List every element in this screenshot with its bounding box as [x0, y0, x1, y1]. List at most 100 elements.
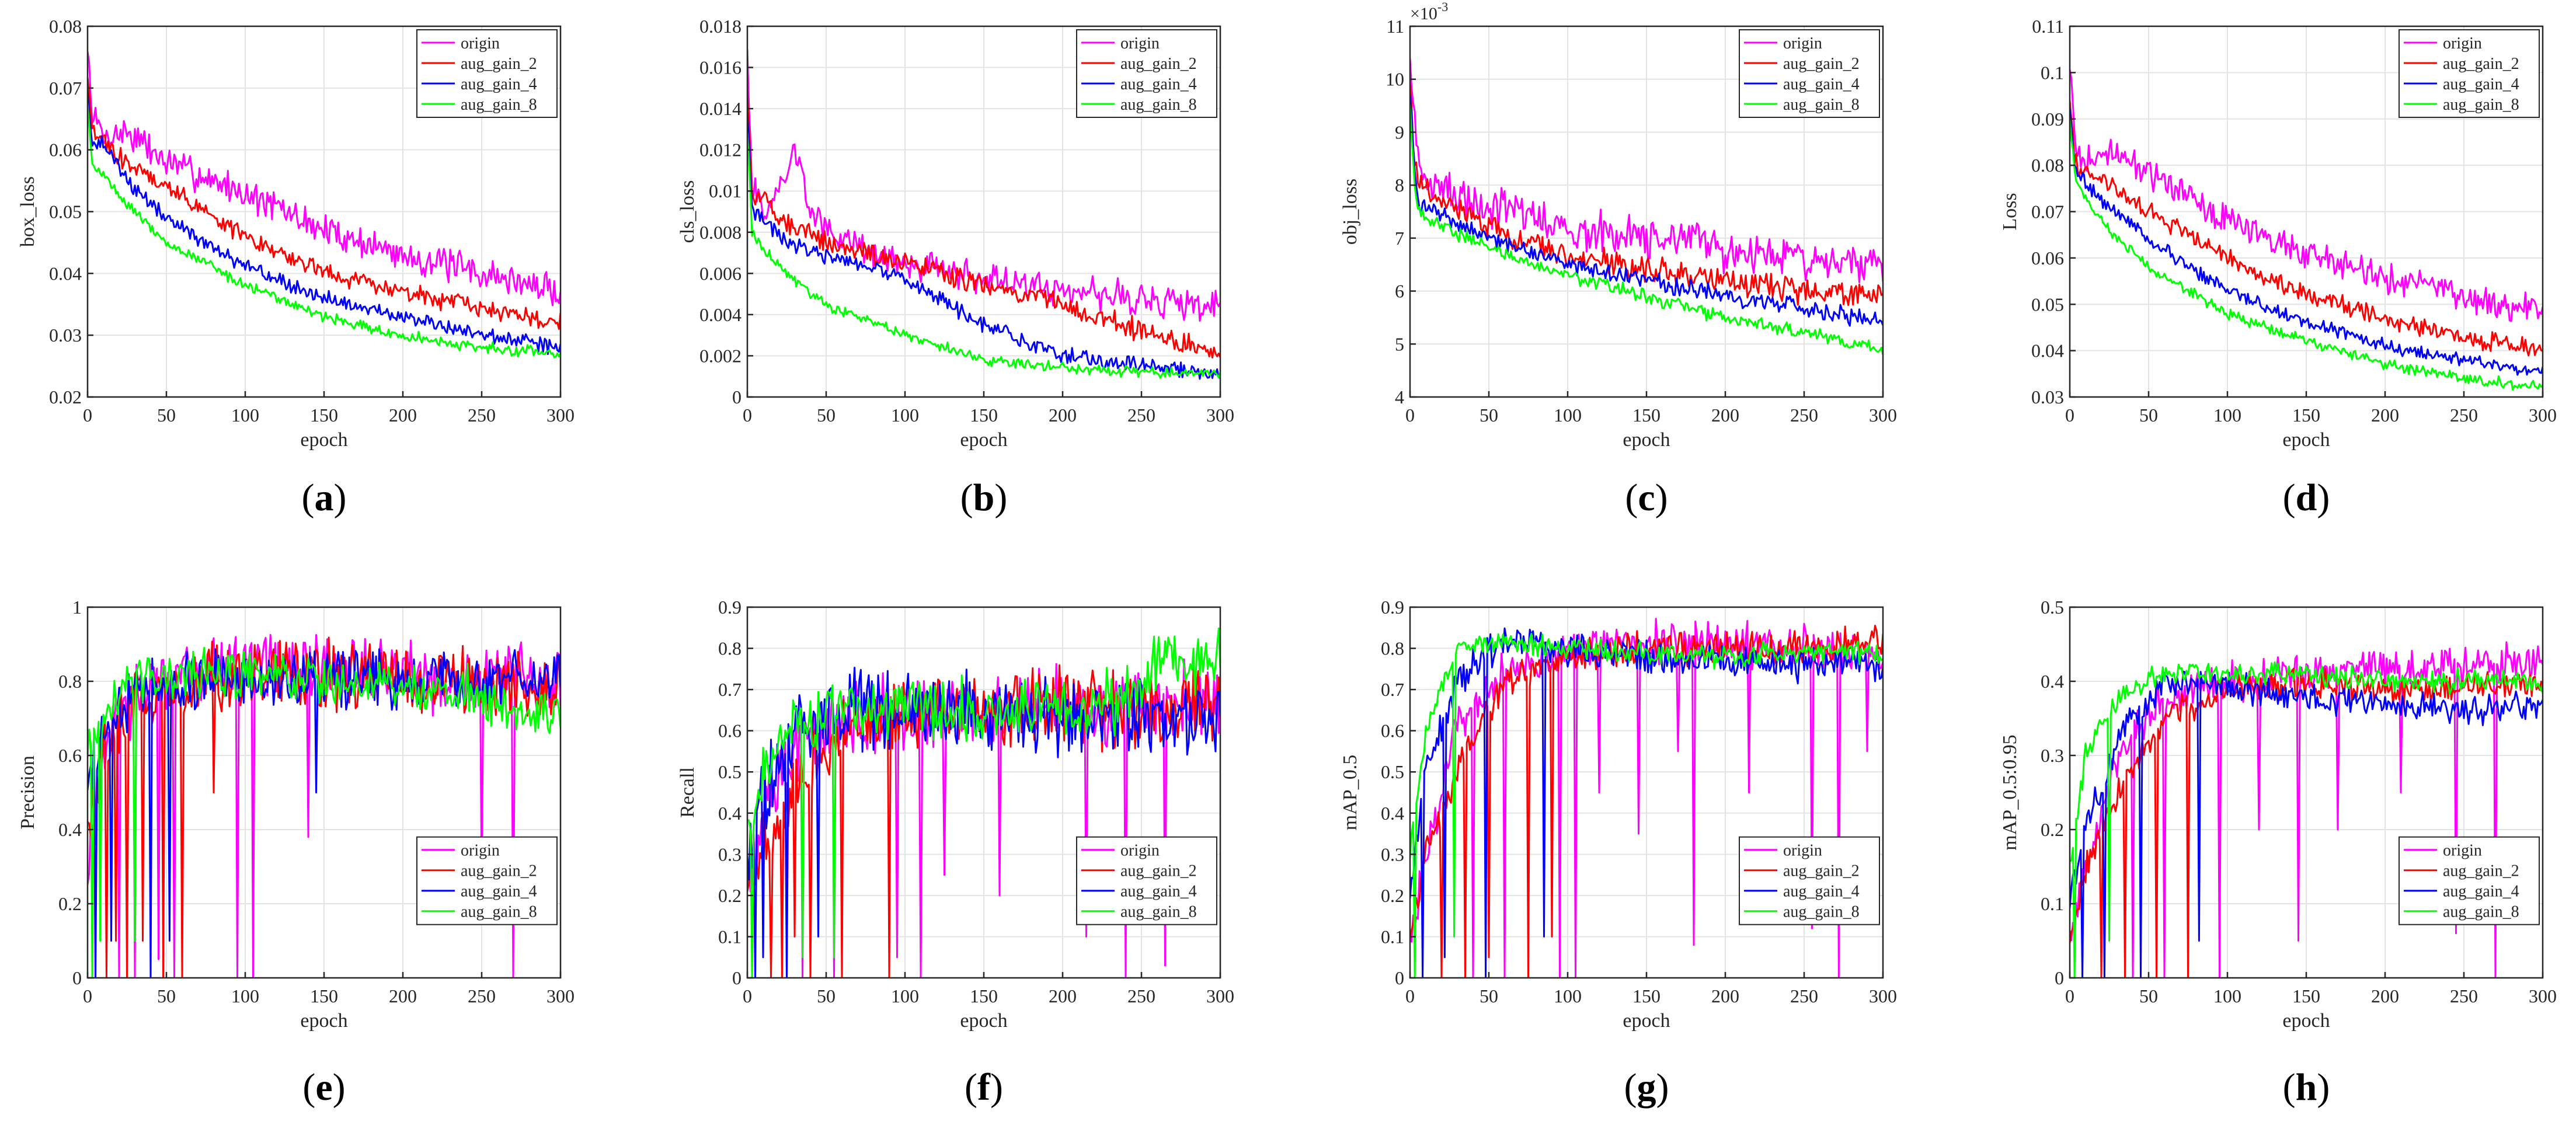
- y-tick-label: 0.08: [49, 16, 82, 37]
- series-line-aug-gain-8: [2070, 661, 2543, 978]
- panel-caption-e: (e): [266, 1065, 382, 1110]
- series-line-aug-gain-4: [2070, 668, 2543, 978]
- legend-label: origin: [461, 34, 500, 53]
- y-tick-label: 0.5: [718, 761, 742, 782]
- x-tick-label: 250: [1127, 985, 1155, 1006]
- caption-letter: h: [2295, 1066, 2317, 1109]
- caption-close-paren: ): [994, 476, 1008, 519]
- legend-label: aug_gain_2: [1120, 55, 1197, 73]
- y-tick-label: 0.8: [718, 638, 742, 659]
- x-tick-label: 150: [970, 985, 998, 1006]
- legend-label: aug_gain_2: [2443, 55, 2519, 73]
- panel-caption-c: (c): [1588, 476, 1705, 520]
- x-tick-label: 0: [743, 405, 752, 426]
- series-line-aug-gain-8: [88, 647, 561, 978]
- x-tick-label: 300: [1206, 985, 1234, 1006]
- x-tick-label: 150: [1632, 405, 1661, 426]
- y-tick-label: 0.03: [49, 325, 82, 346]
- y-tick-label: 0.9: [1381, 597, 1404, 618]
- y-axis-label: cls_loss: [677, 180, 698, 243]
- panel-caption-a: (a): [266, 476, 382, 520]
- y-tick-label: 0: [1395, 967, 1404, 988]
- legend-box: [416, 836, 558, 925]
- series-line-aug-gain-8: [747, 132, 1220, 379]
- caption-open-paren: (: [302, 1066, 316, 1109]
- legend-label: aug_gain_2: [1120, 862, 1197, 880]
- series-line-aug-gain-2: [2070, 100, 2543, 357]
- legend-label: aug_gain_4: [461, 75, 537, 93]
- y-tick-label: 0.004: [699, 304, 742, 325]
- legend-box: [416, 29, 558, 118]
- legend-label: aug_gain_2: [1783, 862, 1860, 880]
- x-axis-label: epoch: [300, 1010, 347, 1032]
- y-tick-label: 0.11: [2032, 16, 2064, 37]
- y-axis-label: mAP_0.5: [1339, 755, 1361, 830]
- series-group: [2070, 641, 2543, 978]
- series-line-origin: [88, 51, 561, 306]
- legend-label: aug_gain_8: [1120, 903, 1197, 921]
- series-line-aug-gain-8: [1410, 104, 1883, 356]
- y-tick-label: 0.5: [1381, 761, 1404, 782]
- legend: origin aug_gain_2 aug_gain_4 aug_gain_8: [2399, 836, 2540, 925]
- y-tick-label: 10: [1386, 69, 1404, 90]
- x-tick-label: 100: [1554, 405, 1582, 426]
- y-exponent-label: ×10-3: [1410, 0, 1448, 23]
- caption-open-paren: (: [965, 1066, 977, 1109]
- caption-close-paren: ): [2317, 476, 2330, 519]
- series-line-aug-gain-2: [1410, 625, 1883, 978]
- x-tick-label: 250: [468, 405, 496, 426]
- y-tick-label: 0.4: [58, 819, 82, 840]
- y-tick-label: 0.2: [1381, 885, 1404, 906]
- x-tick-label: 150: [310, 405, 338, 426]
- caption-close-paren: ): [1655, 476, 1668, 519]
- x-tick-label: 50: [2139, 405, 2158, 426]
- caption-open-paren: (: [1625, 476, 1638, 519]
- series-group: [747, 627, 1220, 978]
- caption-letter: g: [1637, 1066, 1656, 1109]
- x-tick-label: 0: [743, 985, 752, 1006]
- x-tick-label: 150: [2292, 405, 2320, 426]
- x-tick-label: 50: [817, 405, 836, 426]
- x-tick-label: 300: [1869, 405, 1897, 426]
- x-tick-label: 300: [1869, 985, 1897, 1006]
- y-tick-label: 0.06: [49, 140, 82, 161]
- legend-label: aug_gain_8: [1783, 96, 1860, 114]
- y-tick-label: 0.6: [58, 745, 82, 766]
- y-tick-label: 0.04: [2031, 340, 2064, 361]
- y-tick-label: 0.3: [718, 844, 742, 865]
- y-axis-label: Precision: [17, 755, 39, 830]
- y-tick-label: 0.06: [2031, 248, 2064, 269]
- x-tick-label: 200: [1049, 985, 1077, 1006]
- series-line-origin: [1410, 58, 1883, 284]
- caption-close-paren: ): [2317, 1066, 2330, 1109]
- x-tick-label: 200: [1049, 405, 1077, 426]
- caption-letter: c: [1638, 476, 1655, 519]
- legend-label: aug_gain_2: [461, 55, 537, 73]
- legend-label: aug_gain_2: [461, 862, 537, 880]
- y-tick-label: 0.4: [718, 803, 742, 824]
- y-tick-label: 0.9: [718, 597, 742, 618]
- x-tick-label: 0: [83, 985, 92, 1006]
- legend-box: [2399, 29, 2540, 118]
- series-line-aug-gain-8: [2070, 119, 2543, 391]
- panel-caption-g: (g): [1588, 1065, 1705, 1110]
- x-tick-label: 50: [157, 985, 176, 1006]
- x-tick-label: 100: [1554, 985, 1582, 1006]
- series-line-aug-gain-2: [88, 77, 561, 330]
- legend-label: aug_gain_4: [2443, 75, 2519, 93]
- x-tick-label: 200: [1711, 405, 1739, 426]
- x-tick-label: 250: [1790, 405, 1818, 426]
- chart-panel-h: 0 50 100 150 200 250 300 0 0.1 0.2 0.3 0.4 0.5 epoch m…: [1999, 597, 2557, 1032]
- y-tick-label: 0.03: [2031, 386, 2064, 407]
- series-line-aug-gain-2: [747, 664, 1220, 978]
- legend: origin aug_gain_2 aug_gain_4 aug_gain_8: [1739, 29, 1880, 118]
- y-tick-label: 0.014: [699, 98, 742, 119]
- y-tick-label: 5: [1395, 333, 1404, 354]
- legend-box: [1739, 836, 1880, 925]
- series-group: [88, 51, 561, 358]
- series-line-aug-gain-2: [1410, 84, 1883, 306]
- series-line-aug-gain-4: [88, 90, 561, 356]
- caption-letter: a: [314, 476, 334, 519]
- legend-box: [1739, 29, 1880, 118]
- series-line-aug-gain-2: [747, 91, 1220, 359]
